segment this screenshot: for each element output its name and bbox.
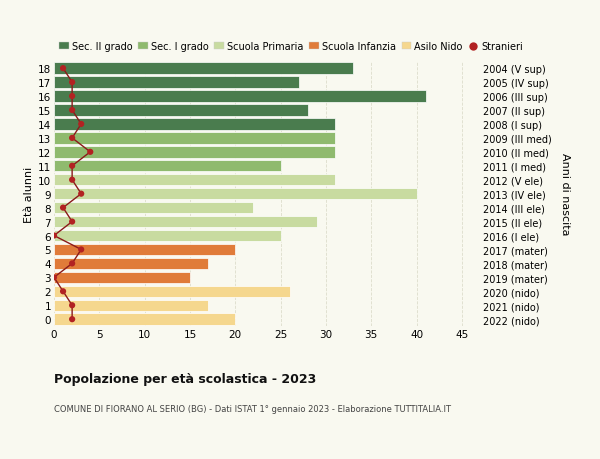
Point xyxy=(58,65,68,73)
Point xyxy=(76,121,86,129)
Point xyxy=(67,107,77,114)
Point xyxy=(76,190,86,198)
Bar xyxy=(54,272,190,284)
Point xyxy=(67,316,77,323)
Y-axis label: Anni di nascita: Anni di nascita xyxy=(560,153,570,235)
Bar xyxy=(54,105,308,117)
Point xyxy=(85,149,95,156)
Y-axis label: Età alunni: Età alunni xyxy=(24,166,34,222)
Bar xyxy=(54,286,290,297)
Point xyxy=(67,93,77,101)
Point xyxy=(76,246,86,253)
Point xyxy=(67,260,77,268)
Bar xyxy=(54,244,235,256)
Bar xyxy=(54,119,335,130)
Point xyxy=(49,232,59,240)
Point xyxy=(67,135,77,142)
Bar xyxy=(54,63,353,75)
Bar xyxy=(54,174,335,186)
Bar xyxy=(54,314,235,325)
Point xyxy=(67,218,77,226)
Bar xyxy=(54,300,208,311)
Bar xyxy=(54,189,416,200)
Bar xyxy=(54,230,281,242)
Bar xyxy=(54,258,208,269)
Point xyxy=(58,288,68,295)
Legend: Sec. II grado, Sec. I grado, Scuola Primaria, Scuola Infanzia, Asilo Nido, Stran: Sec. II grado, Sec. I grado, Scuola Prim… xyxy=(59,42,523,52)
Point xyxy=(67,163,77,170)
Point xyxy=(67,79,77,87)
Point xyxy=(67,302,77,309)
Point xyxy=(58,205,68,212)
Bar xyxy=(54,133,335,144)
Bar xyxy=(54,216,317,228)
Bar xyxy=(54,147,335,158)
Bar xyxy=(54,91,425,102)
Point xyxy=(49,274,59,281)
Bar xyxy=(54,161,281,172)
Point xyxy=(67,177,77,184)
Bar xyxy=(54,77,299,89)
Text: COMUNE DI FIORANO AL SERIO (BG) - Dati ISTAT 1° gennaio 2023 - Elaborazione TUTT: COMUNE DI FIORANO AL SERIO (BG) - Dati I… xyxy=(54,404,451,414)
Text: Popolazione per età scolastica - 2023: Popolazione per età scolastica - 2023 xyxy=(54,372,316,385)
Bar xyxy=(54,202,253,214)
